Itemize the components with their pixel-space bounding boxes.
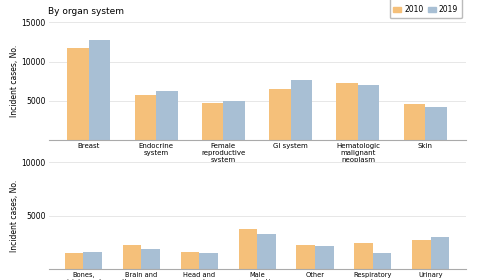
- Bar: [424, 107, 446, 140]
- Bar: [403, 104, 424, 140]
- Bar: [83, 252, 102, 269]
- Bar: [201, 103, 223, 140]
- Bar: [296, 245, 314, 269]
- Bar: [357, 85, 378, 140]
- Legend: 2010, 2019: 2010, 2019: [389, 0, 461, 18]
- Bar: [89, 40, 110, 140]
- Bar: [336, 83, 357, 140]
- Bar: [269, 89, 290, 140]
- Bar: [156, 91, 177, 140]
- Bar: [372, 253, 391, 269]
- Bar: [199, 253, 217, 269]
- Bar: [64, 253, 83, 269]
- Y-axis label: Incident cases, No.: Incident cases, No.: [10, 45, 19, 117]
- Text: By organ system: By organ system: [48, 7, 124, 16]
- Bar: [430, 237, 449, 269]
- Bar: [411, 240, 430, 269]
- Bar: [238, 229, 257, 269]
- Bar: [67, 48, 89, 140]
- Bar: [354, 243, 372, 269]
- Bar: [314, 246, 333, 269]
- Bar: [141, 249, 159, 269]
- Bar: [135, 95, 156, 140]
- Bar: [223, 101, 244, 140]
- Bar: [290, 80, 312, 140]
- Bar: [257, 234, 275, 269]
- Bar: [122, 245, 141, 269]
- Bar: [180, 252, 199, 269]
- Y-axis label: Incident cases, No.: Incident cases, No.: [10, 179, 19, 252]
